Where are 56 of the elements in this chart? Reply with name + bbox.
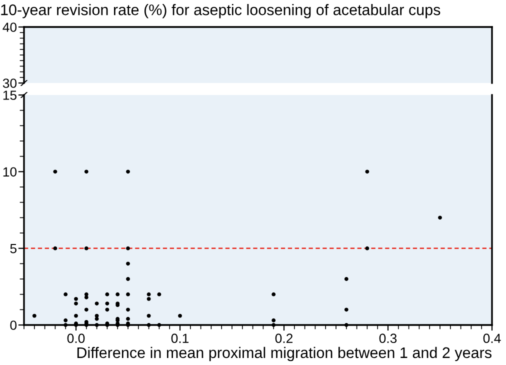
point bbox=[438, 216, 442, 220]
point bbox=[126, 292, 130, 296]
x-tick-label: 0.0 bbox=[67, 334, 85, 344]
point bbox=[272, 318, 276, 322]
point bbox=[84, 246, 88, 250]
point bbox=[146, 314, 151, 318]
point bbox=[126, 308, 130, 312]
point bbox=[157, 292, 162, 296]
y-tick-label: 15 bbox=[3, 90, 17, 100]
point bbox=[365, 246, 370, 250]
point bbox=[344, 308, 348, 312]
chart-title: 10-year revision rate (%) for aseptic loosening of acetabular cups bbox=[1, 4, 440, 18]
y-tick-label: 0 bbox=[10, 320, 17, 330]
point bbox=[64, 323, 68, 327]
point bbox=[84, 170, 88, 174]
point bbox=[344, 277, 348, 281]
point bbox=[126, 170, 130, 174]
point bbox=[53, 246, 58, 250]
point bbox=[126, 246, 130, 250]
point bbox=[126, 262, 130, 266]
point bbox=[178, 314, 182, 318]
x-axis-title: Difference in mean proximal migration between 1 and 2 years bbox=[77, 346, 492, 362]
point bbox=[84, 295, 88, 300]
point bbox=[365, 170, 370, 174]
point bbox=[146, 296, 151, 301]
y-tick-label: 40 bbox=[2, 22, 17, 32]
point bbox=[94, 323, 99, 327]
point bbox=[84, 308, 88, 312]
x-tick-label: 0.2 bbox=[275, 334, 293, 344]
y-tick-label: 30 bbox=[2, 78, 17, 88]
point bbox=[74, 302, 78, 306]
point bbox=[157, 323, 162, 327]
point bbox=[53, 170, 58, 174]
point bbox=[126, 277, 130, 281]
point bbox=[32, 314, 36, 318]
point bbox=[74, 296, 78, 301]
point bbox=[126, 316, 130, 321]
point bbox=[272, 292, 276, 296]
point bbox=[94, 302, 99, 306]
x-tick-label: 0.4 bbox=[483, 334, 501, 344]
point bbox=[74, 314, 78, 318]
point bbox=[105, 308, 110, 312]
point bbox=[344, 323, 348, 327]
y-tick-label: 10 bbox=[3, 167, 17, 177]
point bbox=[105, 292, 110, 296]
point bbox=[64, 318, 68, 322]
x-tick-label: 0.1 bbox=[171, 334, 189, 344]
x-tick-label: 0.3 bbox=[379, 334, 397, 344]
point bbox=[146, 292, 151, 296]
point bbox=[105, 302, 110, 306]
y-tick-label: 5 bbox=[10, 244, 17, 254]
point bbox=[272, 323, 276, 327]
point bbox=[94, 316, 99, 321]
point bbox=[64, 292, 68, 296]
point bbox=[116, 292, 120, 296]
point bbox=[146, 323, 151, 327]
